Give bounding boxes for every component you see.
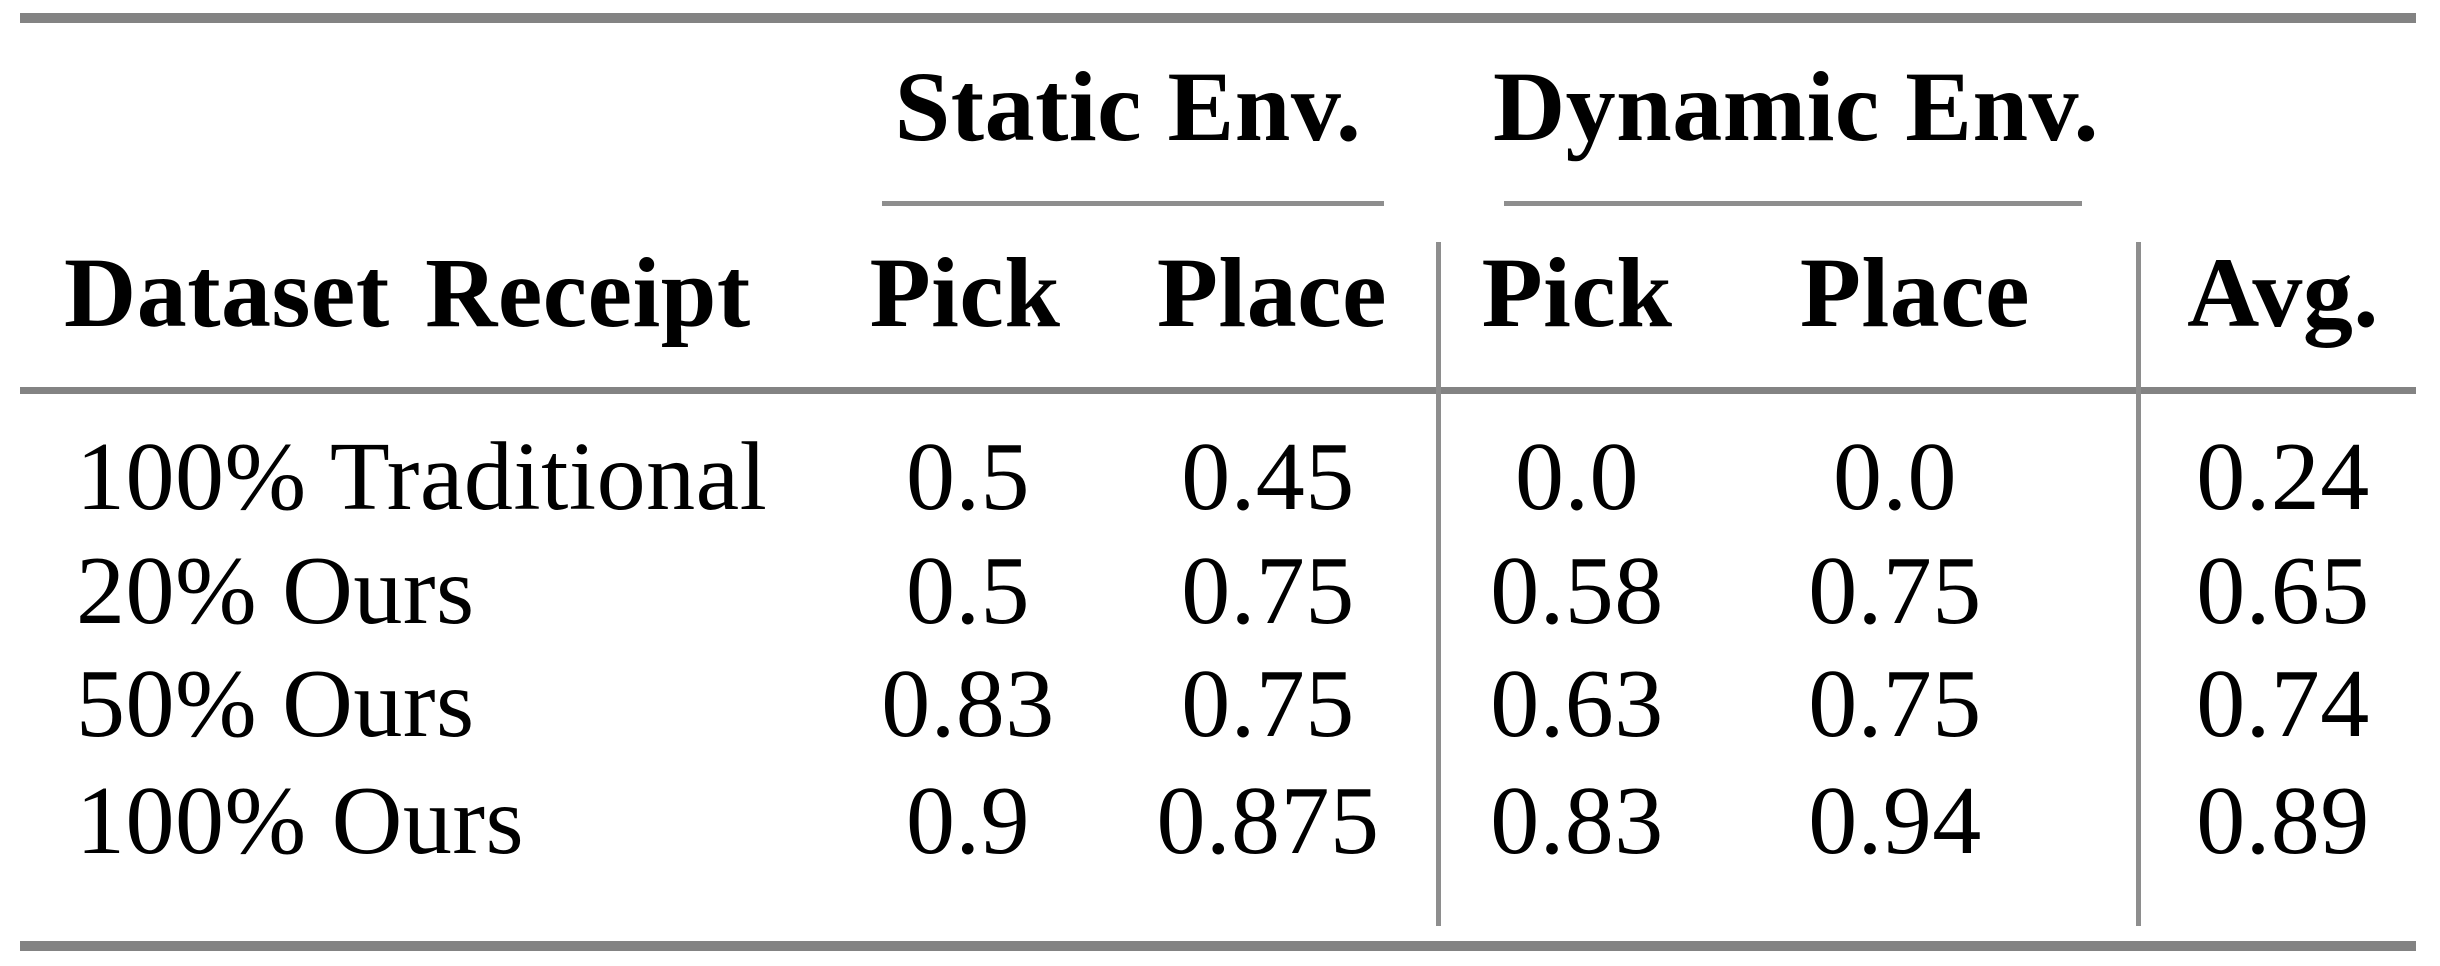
- column-separator-dynamic-avg: [2136, 242, 2141, 926]
- dynamic-env-group-header: Dynamic Env.: [1492, 51, 2100, 162]
- row-label: 50% Ours: [76, 650, 475, 758]
- cell-r3-dynamic-pick: 0.63: [1490, 650, 1664, 758]
- cell-r3-static-pick: 0.83: [881, 650, 1055, 758]
- cell-r2-dynamic-pick: 0.58: [1490, 537, 1664, 645]
- cell-r1-dynamic-place: 0.0: [1833, 423, 1957, 531]
- cell-r4-dynamic-pick: 0.83: [1490, 767, 1664, 875]
- cell-r3-dynamic-place: 0.75: [1808, 650, 1982, 758]
- row-label: 100% Ours: [76, 767, 525, 875]
- column-separator-static-dynamic: [1436, 242, 1441, 926]
- header-static-place: Place: [1156, 237, 1388, 348]
- row-label: 100% Traditional: [76, 423, 768, 531]
- cell-r3-avg: 0.74: [2196, 650, 2370, 758]
- cell-r2-avg: 0.65: [2196, 537, 2370, 645]
- static-env-cmidrule: [882, 201, 1384, 206]
- cell-r1-static-place: 0.45: [1181, 423, 1355, 531]
- cell-r1-dynamic-pick: 0.0: [1515, 423, 1639, 531]
- header-avg: Avg.: [2187, 237, 2379, 348]
- cell-r2-static-pick: 0.5: [906, 537, 1030, 645]
- header-dataset-receipt: Dataset Receipt: [64, 237, 751, 348]
- static-env-group-header: Static Env.: [894, 51, 1362, 162]
- cell-r4-dynamic-place: 0.94: [1808, 767, 1982, 875]
- header-dynamic-pick: Pick: [1481, 237, 1673, 348]
- header-static-pick: Pick: [869, 237, 1061, 348]
- row-label: 20% Ours: [76, 537, 475, 645]
- dynamic-env-cmidrule: [1504, 201, 2082, 206]
- cell-r3-static-place: 0.75: [1181, 650, 1355, 758]
- cell-r4-avg: 0.89: [2196, 767, 2370, 875]
- cell-r2-dynamic-place: 0.75: [1808, 537, 1982, 645]
- header-bottom-rule: [20, 387, 2416, 394]
- cell-r1-static-pick: 0.5: [906, 423, 1030, 531]
- cell-r1-avg: 0.24: [2196, 423, 2370, 531]
- table-top-rule: [20, 13, 2416, 23]
- cell-r2-static-place: 0.75: [1181, 537, 1355, 645]
- header-dynamic-place: Place: [1799, 237, 2031, 348]
- cell-r4-static-place: 0.875: [1156, 767, 1380, 875]
- cell-r4-static-pick: 0.9: [906, 767, 1030, 875]
- table-bottom-rule: [20, 941, 2416, 951]
